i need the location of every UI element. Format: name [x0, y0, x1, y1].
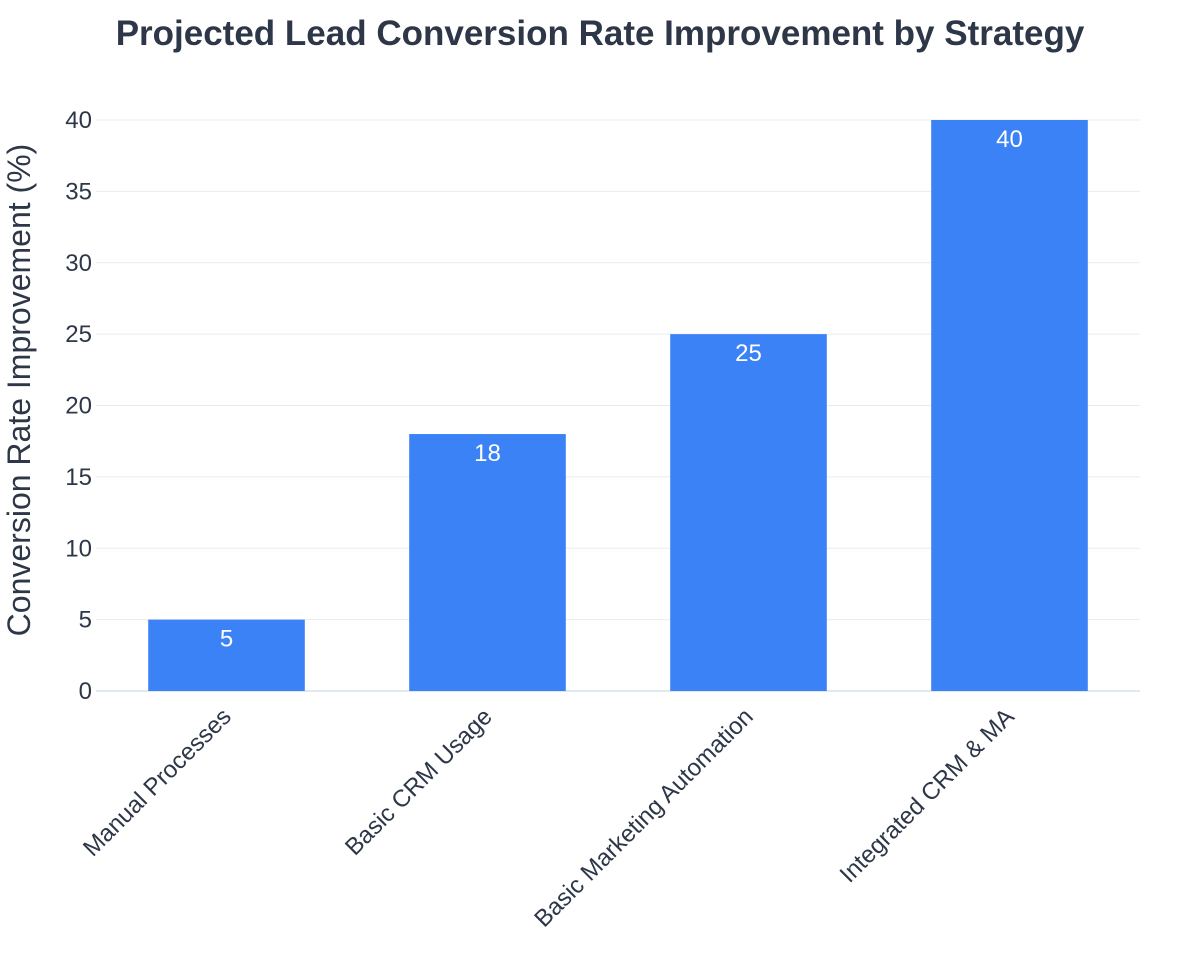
y-axis-ticks: 0 5 10 15 20 25 30 35 40	[65, 107, 92, 705]
x-tick-label-2: Basic CRM Usage	[340, 703, 498, 861]
x-tick-label-3: Basic Marketing Automation	[529, 703, 758, 932]
y-tick-label-35: 35	[65, 178, 92, 205]
bar-value-label-1: 5	[220, 626, 233, 653]
chart-title: Projected Lead Conversion Rate Improveme…	[116, 14, 1085, 53]
bar-3	[670, 334, 827, 691]
y-tick-label-15: 15	[65, 464, 92, 491]
bar-2	[409, 434, 566, 691]
x-axis-ticks: Manual Processes Basic CRM Usage Basic Mar…	[78, 703, 1020, 932]
y-tick-label-0: 0	[79, 678, 92, 705]
bar-value-label-2: 18	[474, 440, 501, 467]
y-tick-label-5: 5	[79, 607, 92, 634]
x-tick-label-4: Integrated CRM & MA	[835, 703, 1020, 888]
x-tick-label-1: Manual Processes	[78, 703, 237, 862]
bar-1	[148, 619, 305, 691]
y-axis-label: Conversion Rate Improvement (%)	[1, 144, 37, 637]
bars	[148, 120, 1088, 691]
y-tick-label-30: 30	[65, 250, 92, 277]
bar-value-label-3: 25	[735, 340, 762, 367]
y-tick-label-25: 25	[65, 321, 92, 348]
bar-value-labels: 5 18 25 40	[220, 126, 1023, 653]
y-tick-label-20: 20	[65, 393, 92, 420]
bar-value-label-4: 40	[996, 126, 1023, 153]
bar-4	[931, 120, 1088, 691]
y-tick-label-40: 40	[65, 107, 92, 134]
y-tick-label-10: 10	[65, 535, 92, 562]
